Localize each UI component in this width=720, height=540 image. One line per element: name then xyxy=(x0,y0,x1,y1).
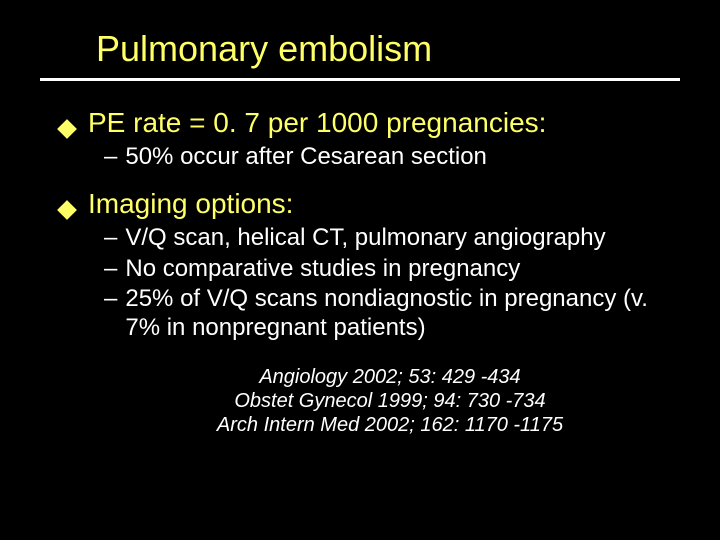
title-area: Pulmonary embolism xyxy=(0,0,720,70)
level2-text: 50% occur after Cesarean section xyxy=(125,143,487,172)
dash-bullet-icon: – xyxy=(104,224,117,252)
diamond-bullet-icon xyxy=(57,200,77,220)
reference-line: Angiology 2002; 53: 429 -434 xyxy=(60,365,720,389)
level2-text: 25% of V/Q scans nondiagnostic in pregna… xyxy=(125,285,665,343)
bullet-level2: – 50% occur after Cesarean section xyxy=(60,143,720,172)
bullet-level1: Imaging options: xyxy=(60,188,720,220)
slide-title: Pulmonary embolism xyxy=(96,28,720,70)
level2-text: V/Q scan, helical CT, pulmonary angiogra… xyxy=(125,224,605,253)
bullet-level2: – 25% of V/Q scans nondiagnostic in preg… xyxy=(60,285,720,343)
dash-bullet-icon: – xyxy=(104,255,117,283)
level2-text: No comparative studies in pregnancy xyxy=(125,255,520,284)
level1-text: PE rate = 0. 7 per 1000 pregnancies: xyxy=(88,107,546,139)
bullet-level1: PE rate = 0. 7 per 1000 pregnancies: xyxy=(60,107,720,139)
reference-line: Obstet Gynecol 1999; 94: 730 -734 xyxy=(60,389,720,413)
level1-text: Imaging options: xyxy=(88,188,293,220)
references: Angiology 2002; 53: 429 -434 Obstet Gyne… xyxy=(60,365,720,437)
content-area: PE rate = 0. 7 per 1000 pregnancies: – 5… xyxy=(0,81,720,437)
bullet-level2: – V/Q scan, helical CT, pulmonary angiog… xyxy=(60,224,720,253)
dash-bullet-icon: – xyxy=(104,285,117,313)
reference-line: Arch Intern Med 2002; 162: 1170 -1175 xyxy=(60,413,720,437)
diamond-bullet-icon xyxy=(57,119,77,139)
dash-bullet-icon: – xyxy=(104,143,117,171)
bullet-level2: – No comparative studies in pregnancy xyxy=(60,255,720,284)
